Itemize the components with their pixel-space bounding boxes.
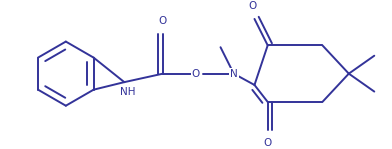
Text: NH: NH <box>120 87 136 97</box>
Text: O: O <box>159 17 167 27</box>
Text: O: O <box>192 69 200 79</box>
Text: N: N <box>230 69 238 79</box>
Text: O: O <box>249 1 257 11</box>
Text: O: O <box>263 138 272 148</box>
